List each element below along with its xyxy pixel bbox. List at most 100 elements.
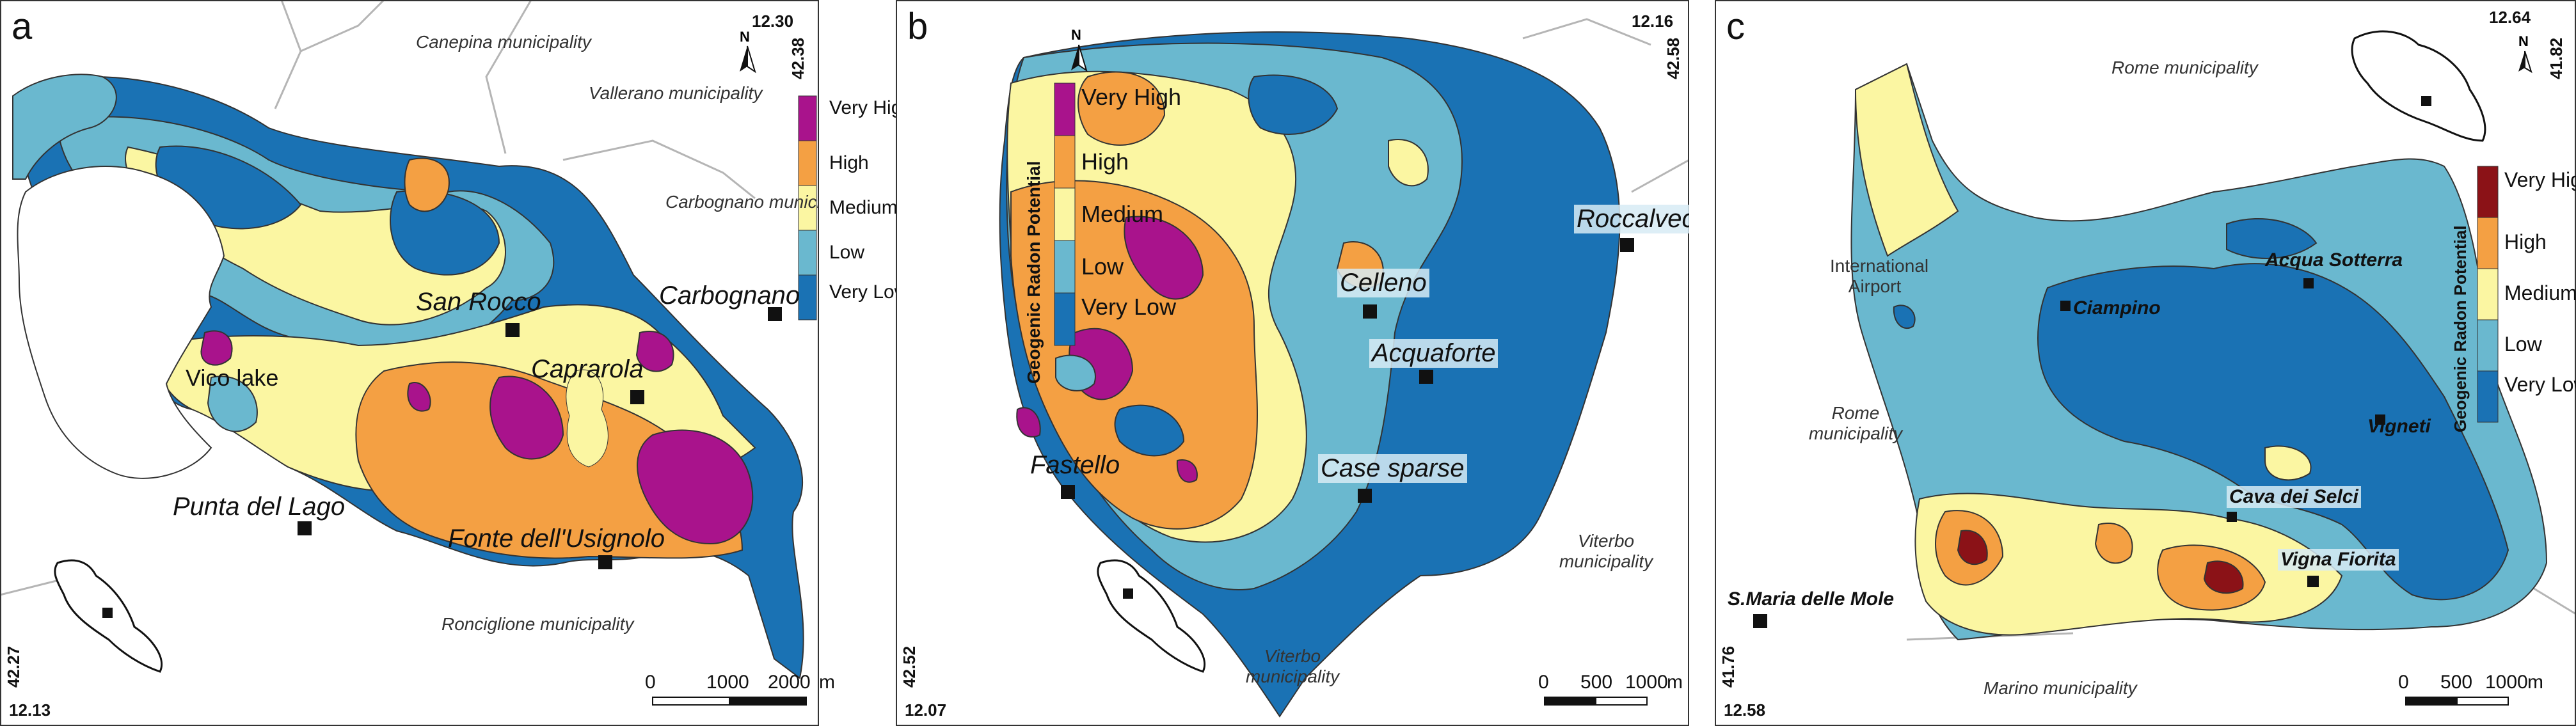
legend-very-high-b: Very High [1081, 84, 1182, 110]
region-inset-b [1097, 559, 1206, 673]
town-cava-dei-selci: Cava dei Selci [2227, 486, 2361, 508]
coord-lat-bottom-b: 42.52 [900, 645, 919, 688]
radon-map-c [1715, 0, 2576, 726]
coord-lat-top-b: 42.58 [1664, 37, 1683, 79]
legend-very-low-b: Very Low [1081, 294, 1177, 320]
region-inset-c [2351, 30, 2486, 142]
zone-very-low-c2 [2226, 218, 2318, 259]
zone-low-a2 [207, 375, 258, 432]
legend-medium-a: Medium [829, 197, 898, 218]
legend-very-low-c: Very Low [2504, 373, 2576, 396]
coord-lat-top-c: 41.82 [2547, 37, 2566, 79]
muni-vallerano: Vallerano municipality [589, 83, 763, 103]
town-roccalvecce: Roccalvecce [1574, 205, 1689, 233]
town-s-maria-delle-mole: S.Maria delle Mole [1728, 588, 1895, 610]
marker-celleno [1363, 304, 1377, 319]
marker-fastello [1061, 485, 1075, 499]
town-punta-del-lago: Punta del Lago [173, 493, 346, 521]
coord-lon-top-a: 12.30 [752, 12, 794, 31]
north-arrow-b [1071, 44, 1088, 72]
scale-unit-b: m [1667, 672, 1683, 693]
map-panel-c: c 12.64 41.82 41.76 12.58 N Geogenic Rad… [1715, 0, 2576, 726]
muni-carbognano: Carbognano municipality [665, 192, 819, 212]
north-label-a: N [740, 29, 750, 45]
zone-very-high-b4 [1176, 459, 1198, 483]
zone-very-high-a3 [635, 331, 674, 372]
zone-low-a-nw [12, 74, 117, 180]
marker-acqua-sotterra [2303, 278, 2314, 288]
zone-very-high-b1 [1124, 216, 1204, 300]
muni-rome-north: Rome municipality [2111, 58, 2258, 77]
muni-canepina: Canepina municipality [416, 32, 591, 52]
town-caprarola: Caprarola [531, 355, 644, 383]
legend-low-c: Low [2504, 333, 2542, 356]
zone-high-a [355, 361, 743, 559]
town-fonte-usignolo: Fonte dell'Usignolo [448, 525, 665, 553]
coord-lon-top-c: 12.64 [2489, 8, 2531, 27]
legend-low-a: Low [829, 242, 865, 263]
zone-high-c3 [2094, 523, 2133, 564]
coord-lat-top-a: 42.38 [788, 37, 807, 79]
panel-frame-c [1715, 0, 2576, 726]
marker-cava-dei-selci [2227, 512, 2237, 522]
muni-viterbo-east: Viterbo municipality [1559, 531, 1653, 571]
scale-unit-a: m [819, 672, 835, 693]
marker-s-maria-delle-mole [1753, 614, 1767, 628]
coord-lon-bottom-a: 12.13 [9, 700, 51, 720]
scale-tick-2-a: 2000 [768, 672, 811, 693]
legend-high-c: High [2504, 230, 2547, 253]
panel-letter-b: b [907, 6, 928, 47]
town-fastello: Fastello [1030, 451, 1120, 479]
zone-medium-b2 [1388, 139, 1429, 187]
town-carbognano: Carbognano [659, 281, 800, 310]
marker-roccalvecce [1620, 238, 1634, 252]
zone-very-low-a3 [390, 190, 500, 276]
legend-title-b: Geogenic Radon Potential [1024, 161, 1044, 384]
north-label-c: N [2518, 33, 2529, 49]
muni-viterbo-south: Viterbo municipality [1245, 646, 1340, 686]
scale-tick-1-c: 500 [2440, 672, 2473, 693]
legend-high-b: High [1081, 148, 1129, 175]
vico-lake [17, 166, 225, 479]
panel-letter-a: a [12, 6, 33, 47]
zone-very-high-a2 [637, 429, 754, 545]
zone-very-high-a5 [200, 330, 233, 366]
panel-frame-b [896, 0, 1689, 726]
north-label-b: N [1071, 27, 1081, 43]
map-panel-b: b 12.16 42.58 42.52 12.07 N Geogenic Rad… [896, 0, 1689, 726]
legend-very-high-a: Very High [829, 97, 913, 118]
legend-medium-c: Medium [2504, 281, 2576, 304]
map-panel-a: a 12.30 42.38 42.27 12.13 N Canepina mun… [0, 0, 819, 726]
marker-case-sparse [1358, 489, 1372, 503]
municipal-boundaries-b [1522, 18, 1689, 193]
town-case-sparse: Case sparse [1318, 454, 1467, 483]
zone-very-low-b3 [1248, 74, 1339, 135]
scale-tick-1-a: 1000 [706, 672, 749, 693]
north-arrow-a [740, 45, 756, 74]
marker-caprarola [630, 390, 644, 404]
legend-medium-b: Medium [1081, 201, 1164, 227]
scale-bar-b [1544, 697, 1648, 706]
zone-very-high-a1 [489, 375, 564, 460]
muni-rome-west: Rome municipality [1808, 403, 1903, 443]
legend-title-c: Geogenic Radon Potential [2451, 225, 2470, 432]
zone-very-high-c2 [2203, 560, 2244, 594]
marker-punta-del-lago [298, 521, 312, 535]
zone-medium-urban-a [566, 369, 608, 468]
marker-acquaforte [1419, 370, 1433, 384]
marker-carbognano [768, 307, 782, 321]
marker-vigna-fiorita [2307, 576, 2319, 587]
town-san-rocco: San Rocco [416, 288, 541, 316]
town-acquaforte: Acquaforte [1369, 339, 1499, 368]
town-acqua-sotterra: Acqua Sotterra [2265, 249, 2403, 271]
town-vigna-fiorita: Vigna Fiorita [2278, 549, 2399, 571]
coord-lon-bottom-b: 12.07 [905, 700, 947, 720]
scale-bar-c [2405, 697, 2509, 706]
zone-medium-c1 [1854, 63, 1959, 257]
marker-vigneti [2375, 414, 2385, 425]
muni-ronciglione: Ronciglione municipality [441, 614, 634, 634]
scale-bar-a [652, 697, 807, 706]
panel-frame-a [0, 0, 819, 726]
zone-very-high-a4 [407, 382, 431, 412]
inset-marker-c [2421, 96, 2431, 106]
